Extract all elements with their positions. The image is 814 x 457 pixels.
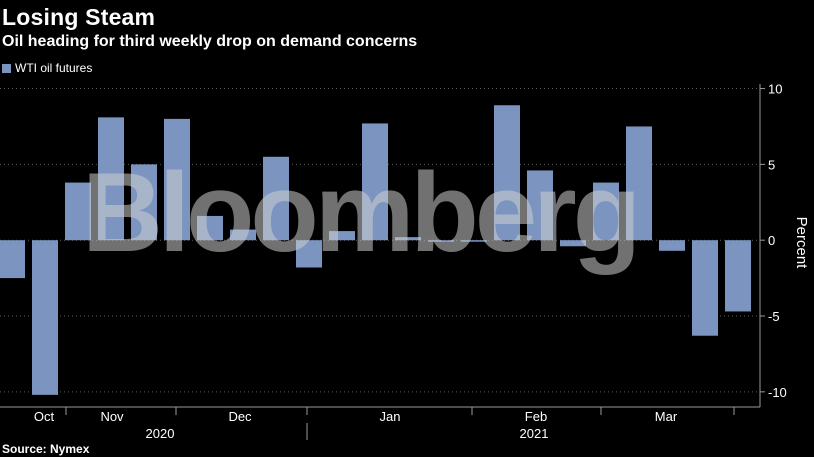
x-tick-label: Dec [228,409,252,424]
bar [263,156,289,241]
y-tick-label: 10 [768,82,782,97]
bar [296,240,322,268]
y-axis-label: Percent [793,217,810,270]
bar [428,240,454,242]
x-tick-label: Nov [100,409,124,424]
legend: WTI oil futures [2,61,92,75]
bar [164,118,190,241]
bar [131,164,157,241]
year-label: 2021 [520,426,549,441]
chart-title: Losing Steam [2,4,156,30]
legend-swatch [2,63,11,73]
bar [197,215,223,241]
y-tick-label: 0 [768,233,775,248]
bar [692,240,718,336]
bar [593,182,619,241]
bar [527,170,553,241]
x-tick-label: Oct [34,409,55,424]
bar [98,117,124,241]
bar [65,182,91,241]
bar [626,126,652,241]
bar [32,240,58,395]
y-tick-label: 5 [768,157,775,172]
y-tick-label: -5 [768,309,780,324]
bar [560,240,586,247]
chart-subtitle: Oil heading for third weekly drop on dem… [2,33,418,50]
bar [494,105,520,241]
x-tick-label: Jan [380,409,401,424]
bar [659,240,685,251]
bar [461,240,487,242]
y-tick-label: -10 [768,385,787,400]
bar [725,240,751,312]
bar [0,240,25,279]
year-label: 2020 [146,426,175,441]
x-tick-label: Mar [655,409,678,424]
bar [329,231,355,241]
bar [395,237,421,241]
bar [230,229,256,241]
legend-label: WTI oil futures [15,61,93,75]
source-note: Source: Nymex [2,442,90,456]
bar [362,123,388,241]
x-tick-label: Feb [525,409,547,424]
